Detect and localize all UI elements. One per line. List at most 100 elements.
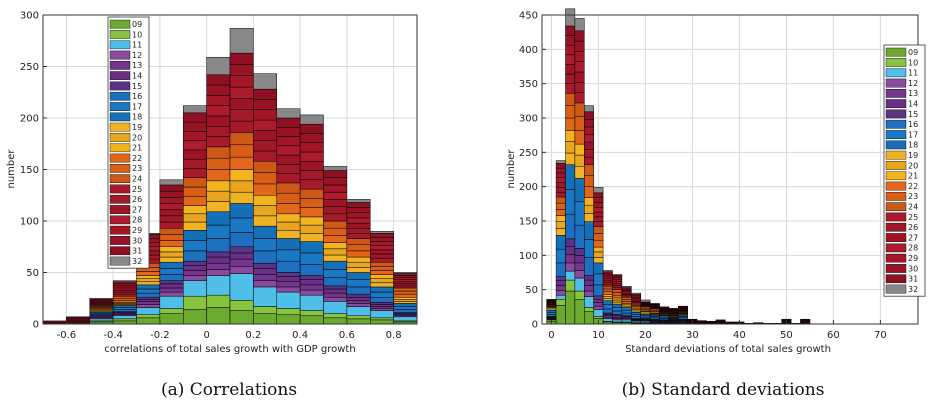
- legend-swatch-32: [885, 284, 907, 294]
- y-tick-label: 450: [519, 11, 538, 22]
- bar-segment-10: [183, 295, 207, 310]
- bar-segment-16: [276, 260, 301, 273]
- bar-segment-32: [253, 73, 277, 90]
- bar-segment-31: [183, 112, 207, 123]
- bar-segment-09: [370, 319, 394, 325]
- bar-segment-18: [276, 238, 301, 251]
- bar-segment-17: [565, 189, 576, 215]
- legend-swatch-26: [109, 194, 131, 204]
- bar-segment-13: [299, 284, 324, 291]
- legend-label-16: 16: [132, 92, 142, 101]
- bar-segment-31: [602, 271, 613, 275]
- bar-segment-27: [159, 209, 184, 217]
- bar-segment-16: [370, 296, 394, 303]
- bar-segment-10: [565, 279, 576, 292]
- bar-segment-30: [393, 275, 418, 278]
- bar-segment-10: [206, 294, 231, 308]
- bar-segment-18: [631, 312, 641, 315]
- bar-segment-09: [565, 290, 576, 325]
- legend-swatch-10: [885, 58, 907, 67]
- bar-segment-13: [159, 287, 184, 293]
- x-tick-label: 20: [639, 330, 652, 341]
- legend-label-14: 14: [908, 100, 918, 109]
- bar-segment-17: [593, 273, 604, 286]
- bar-segment-22: [323, 235, 348, 243]
- bar-segment-32: [668, 307, 679, 310]
- bar-segment-27: [346, 222, 371, 229]
- legend-swatch-22: [109, 153, 131, 163]
- bar-segment-18: [546, 310, 557, 313]
- legend-label-27: 27: [132, 205, 142, 214]
- bar-segment-32: [612, 274, 623, 276]
- bar-segment-26: [393, 283, 418, 287]
- bar-segment-12: [299, 289, 324, 296]
- bar-segment-24: [612, 289, 623, 293]
- bar-segment-32: [183, 105, 207, 114]
- legend-swatch-09: [109, 19, 131, 29]
- bar-segment-17: [346, 279, 371, 288]
- bar-segment-27: [323, 199, 348, 207]
- bar-segment-28: [276, 145, 301, 156]
- x-tick-label: 70: [874, 330, 887, 341]
- bar-segment-32: [565, 8, 576, 27]
- bar-segment-15: [136, 296, 161, 300]
- bar-segment-17: [393, 306, 418, 310]
- x-tick-label: -0.4: [103, 330, 123, 341]
- legend-swatch-16: [109, 91, 131, 101]
- bar-segment-25: [574, 92, 585, 104]
- bar-segment-32: [323, 166, 348, 171]
- bar-segment-29: [555, 172, 566, 178]
- bar-segment-20: [299, 224, 324, 234]
- bar-segment-14: [323, 288, 348, 294]
- bar-segment-17: [584, 239, 594, 258]
- y-tick-label: 50: [26, 268, 39, 279]
- bar-segment-12: [159, 291, 184, 297]
- bar-segment-19: [584, 213, 594, 222]
- bar-segment-31: [781, 318, 792, 321]
- bar-segment-20: [593, 251, 604, 258]
- legend-label-13: 13: [908, 89, 918, 98]
- bar-segment-19: [323, 254, 348, 262]
- bar-segment-16: [555, 262, 566, 277]
- bar-segment-15: [584, 274, 594, 281]
- bar-segment-17: [370, 291, 394, 298]
- bar-segment-27: [593, 211, 604, 218]
- bar-segment-20: [574, 154, 585, 168]
- legend-swatch-13: [885, 88, 907, 98]
- legend-swatch-25: [109, 184, 131, 194]
- bar-segment-17: [112, 307, 137, 310]
- bar-segment-22: [621, 301, 632, 304]
- bar-segment-13: [593, 302, 604, 307]
- bar-segment-10: [276, 308, 301, 315]
- bar-segment-22: [206, 169, 231, 182]
- bar-segment-31: [159, 184, 184, 192]
- bar-segment-11: [584, 296, 594, 308]
- legend-swatch-21: [109, 143, 131, 153]
- bar-segment-13: [323, 292, 348, 298]
- bar-segment-30: [253, 99, 277, 111]
- bar-segment-12: [253, 280, 277, 288]
- y-tick-label: 50: [525, 285, 538, 296]
- legend-swatch-19: [885, 150, 907, 160]
- bar-segment-21: [323, 242, 348, 250]
- bar-segment-12: [370, 308, 394, 311]
- x-tick-label: -0.6: [57, 330, 77, 341]
- bar-segment-31: [555, 163, 566, 169]
- bar-segment-27: [370, 249, 394, 255]
- legend-label-30: 30: [132, 236, 142, 245]
- bar-segment-25: [253, 150, 277, 162]
- bar-segment-14: [159, 283, 184, 289]
- bar-segment-13: [206, 262, 231, 270]
- legend-swatch-20: [109, 133, 131, 142]
- bar-segment-21: [393, 296, 418, 300]
- bar-segment-21: [299, 216, 324, 226]
- bar-segment-29: [346, 212, 371, 219]
- bar-segment-19: [370, 282, 394, 288]
- y-tick-label: 250: [519, 148, 538, 159]
- bar-segment-21: [565, 130, 576, 142]
- y-tick-label: 0: [532, 320, 538, 331]
- bar-segment-23: [612, 292, 623, 296]
- bar-segment-28: [346, 217, 371, 224]
- bar-segment-23: [323, 227, 348, 236]
